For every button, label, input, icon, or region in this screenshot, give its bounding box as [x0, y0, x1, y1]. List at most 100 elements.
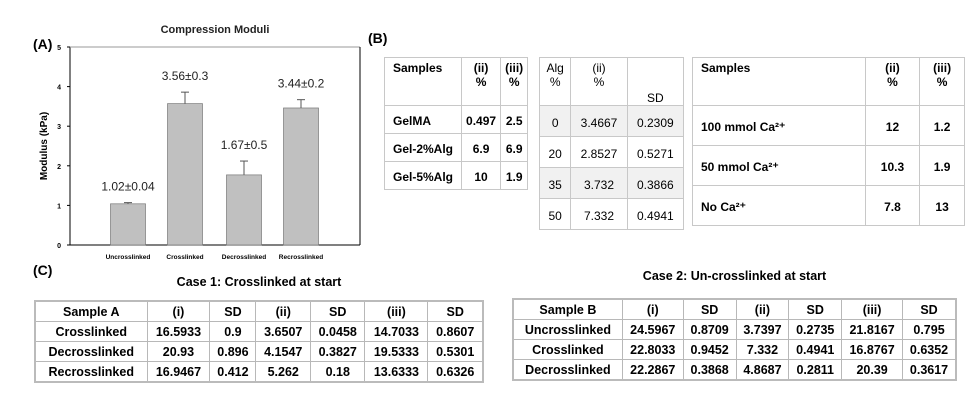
case2-title: Case 2: Un-crosslinked at start: [642, 269, 827, 283]
bar: [167, 103, 203, 246]
x-tick-label: Decrosslinked: [222, 254, 266, 261]
table-cell: 0.2811: [788, 359, 843, 381]
x-tick-label: Recrosslinked: [279, 254, 323, 261]
table-cell: 0.4941: [788, 339, 843, 360]
table-cell: 4.1547: [255, 341, 311, 362]
panel-label-a: (A): [33, 36, 53, 52]
table-cell: 3.732: [570, 167, 628, 199]
table-row: 0 3.4667 0.2309: [538, 105, 685, 137]
table-b2: Alg % (ii) % SD 0 3.4667 0.2309 20 2.8527 0.5271…: [538, 57, 685, 230]
header-cell: (iii): [841, 298, 904, 320]
table-cell: 3.7397: [735, 319, 790, 340]
table-cell: No Ca²⁺: [692, 185, 866, 226]
x-tick-label: Uncrosslinked: [106, 254, 151, 261]
table-cell: 0.2735: [788, 319, 843, 340]
header-cell: Samples: [692, 57, 866, 106]
table-cell: 12: [864, 105, 921, 146]
header-cell: Sample B: [512, 298, 623, 320]
table-header-row: Sample B (i) SD (ii) SD (iii) SD: [512, 298, 957, 320]
table-cell: Crosslinked: [512, 339, 623, 360]
table-cell: Decrosslinked: [512, 359, 623, 381]
table-cell: Recrosslinked: [34, 361, 148, 383]
table-cell: 0.2309: [626, 105, 685, 137]
table-cell: 3.6507: [255, 321, 311, 342]
table-cell: 20.39: [841, 359, 904, 381]
header-cell: (ii) %: [460, 57, 502, 106]
table-cell: 0.795: [902, 319, 957, 340]
header-cell: (iii) %: [919, 57, 965, 106]
table-cell: 0.8607: [427, 321, 484, 342]
y-tick-label: 1: [57, 203, 61, 210]
table-cell: 21.8167: [841, 319, 904, 340]
table-cell: 0.3827: [309, 341, 366, 362]
y-tick-label: 5: [57, 45, 61, 52]
table-cell: 0.3866: [626, 167, 685, 199]
header-cell: SD: [682, 298, 737, 320]
table-cell: 20.93: [146, 341, 211, 362]
y-tick-label: 4: [57, 85, 61, 92]
table-cell: 2.5: [500, 105, 528, 134]
header-cell: (ii): [255, 300, 311, 322]
header-cell: (iii): [364, 300, 429, 322]
table-row: 100 mmol Ca²⁺ 12 1.2: [692, 105, 965, 146]
table-cell: GelMA: [384, 105, 462, 134]
table-cell: 13.6333: [364, 361, 429, 383]
header-cell: Samples: [384, 57, 462, 106]
bar: [110, 203, 146, 246]
table-cell: Uncrosslinked: [512, 319, 623, 340]
table-cell: 16.9467: [146, 361, 211, 383]
x-tick-label: Crosslinked: [166, 254, 203, 261]
bar: [226, 174, 262, 246]
table-cell: 0.6352: [902, 339, 957, 360]
table-cell: 50: [538, 198, 572, 230]
data-label: 1.67±0.5: [221, 138, 268, 152]
case1-title: Case 1: Crosslinked at start: [176, 275, 342, 289]
table-cell: 50 mmol Ca²⁺: [692, 145, 866, 186]
table-cell: 0: [538, 105, 572, 137]
panel-label-c: (C): [33, 262, 53, 278]
y-tick-label: 3: [57, 124, 61, 131]
table-b1: Samples (ii) % (iii) % GelMA 0.497 2.5 Gel-2%A…: [384, 57, 528, 190]
table-row: Recrosslinked 16.9467 0.412 5.262 0.18 13.633…: [34, 361, 484, 383]
header-cell: (iii) %: [500, 57, 528, 106]
table-cell: 0.3868: [682, 359, 737, 381]
table-cell: 7.8: [864, 185, 921, 226]
table-cell: 0.18: [309, 361, 366, 383]
chart-title: Compression Moduli: [161, 24, 270, 36]
table-header-row: Samples (ii) % (iii) %: [692, 57, 965, 106]
table-cell: 1.2: [919, 105, 965, 146]
table-cell: 22.2867: [621, 359, 684, 381]
table-cell: 4.8687: [735, 359, 790, 381]
table-cell: Decrosslinked: [34, 341, 148, 362]
header-cell: (ii) %: [864, 57, 921, 106]
table-cell: 6.9: [500, 133, 528, 162]
bar-chart: Compression Moduli 0 1 2 3 4 5 Modulus (kPa) 1.0…: [39, 24, 361, 261]
header-cell: Sample A: [34, 300, 148, 322]
table-cell: 14.7033: [364, 321, 429, 342]
table-cell: 5.262: [255, 361, 311, 383]
table-cell: 19.5333: [364, 341, 429, 362]
table-cell: 6.9: [460, 133, 502, 162]
header-cell: SD: [626, 57, 685, 106]
header-cell: (ii): [735, 298, 790, 320]
table-cell: 22.8033: [621, 339, 684, 360]
data-label: 3.44±0.2: [278, 77, 325, 91]
header-cell: SD: [309, 300, 366, 322]
table-row: Gel-2%Alg 6.9 6.9: [384, 133, 528, 162]
table-header-row: Alg % (ii) % SD: [538, 57, 685, 106]
header-cell: Alg %: [538, 57, 572, 106]
table-row: No Ca²⁺ 7.8 13: [692, 185, 965, 226]
table-cell: 35: [538, 167, 572, 199]
table-cell: 1.9: [500, 161, 528, 190]
table-row: 50 7.332 0.4941: [538, 198, 685, 230]
table-cell: 3.4667: [570, 105, 628, 137]
table-row: Decrosslinked 20.93 0.896 4.1547 0.3827 19.53…: [34, 341, 484, 362]
table-row: GelMA 0.497 2.5: [384, 105, 528, 134]
table-c2: Sample B (i) SD (ii) SD (iii) SD Uncrosslinked 2…: [512, 298, 957, 381]
panel-label-b: (B): [368, 30, 388, 46]
y-tick-label: 2: [57, 164, 61, 171]
table-row: 50 mmol Ca²⁺ 10.3 1.9: [692, 145, 965, 186]
header-cell: SD: [209, 300, 257, 322]
y-tick-label: 0: [57, 243, 61, 250]
table-cell: 16.5933: [146, 321, 211, 342]
